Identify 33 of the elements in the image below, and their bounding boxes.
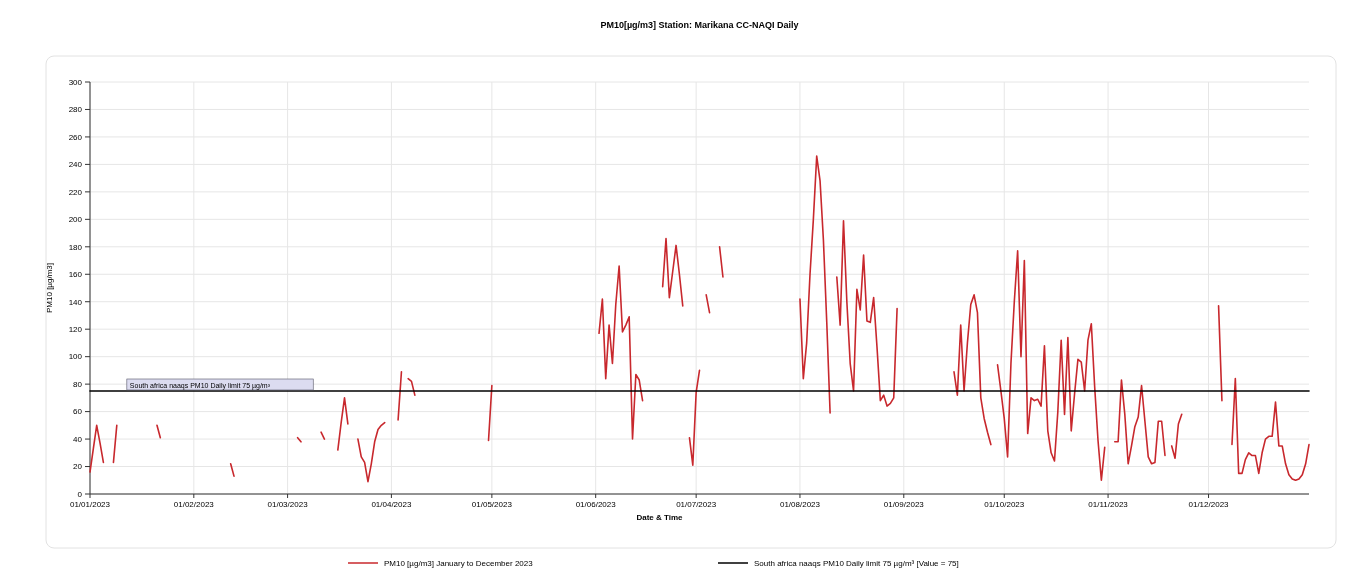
x-tick-label: 01/07/2023 [676, 500, 717, 509]
x-tick-label: 01/08/2023 [779, 500, 821, 509]
y-tick-label: 300 [68, 77, 83, 87]
x-axis-title: Date & Time [636, 513, 684, 522]
y-tick-label: 200 [68, 215, 83, 225]
y-tick-label: 240 [68, 160, 83, 170]
x-tick-label: 01/01/2023 [69, 500, 111, 509]
legend-label: South africa naaqs PM10 Daily limit 75 µg/m³ [Value = 75] [754, 558, 959, 568]
x-tick-label: 01/03/2023 [267, 500, 309, 509]
x-tick-label: 01/06/2023 [575, 500, 617, 509]
y-tick-label: 120 [68, 325, 83, 334]
y-tick-label: 160 [68, 270, 83, 280]
y-tick-label: 180 [68, 242, 83, 252]
y-tick-label: 20 [73, 462, 83, 472]
x-tick-label: 01/11/2023 [1088, 500, 1129, 509]
x-tick-label: 01/12/2023 [1188, 500, 1230, 509]
y-tick-label: 40 [73, 434, 83, 444]
legend-label: PM10 [µg/m3] January to December 2023 [384, 558, 534, 568]
x-tick-label: 01/04/2023 [371, 500, 412, 509]
x-tick-label: 01/10/2023 [984, 500, 1025, 509]
chart-title: PM10[µg/m3] Station: Marikana CC-NAQI Daily [600, 20, 799, 30]
y-tick-label: 140 [68, 297, 83, 307]
x-tick-label: 01/09/2023 [883, 500, 925, 509]
y-tick-label: 220 [68, 187, 83, 197]
y-tick-label: 80 [73, 379, 83, 389]
y-axis-title: PM10 [µg/m3] [45, 263, 54, 313]
y-tick-label: 0 [77, 489, 83, 499]
x-tick-label: 01/02/2023 [173, 500, 215, 509]
x-tick-label: 01/05/2023 [471, 500, 513, 509]
y-tick-label: 260 [68, 132, 83, 142]
y-tick-label: 100 [68, 352, 83, 362]
y-tick-label: 60 [73, 407, 83, 417]
y-tick-label: 280 [68, 105, 83, 115]
